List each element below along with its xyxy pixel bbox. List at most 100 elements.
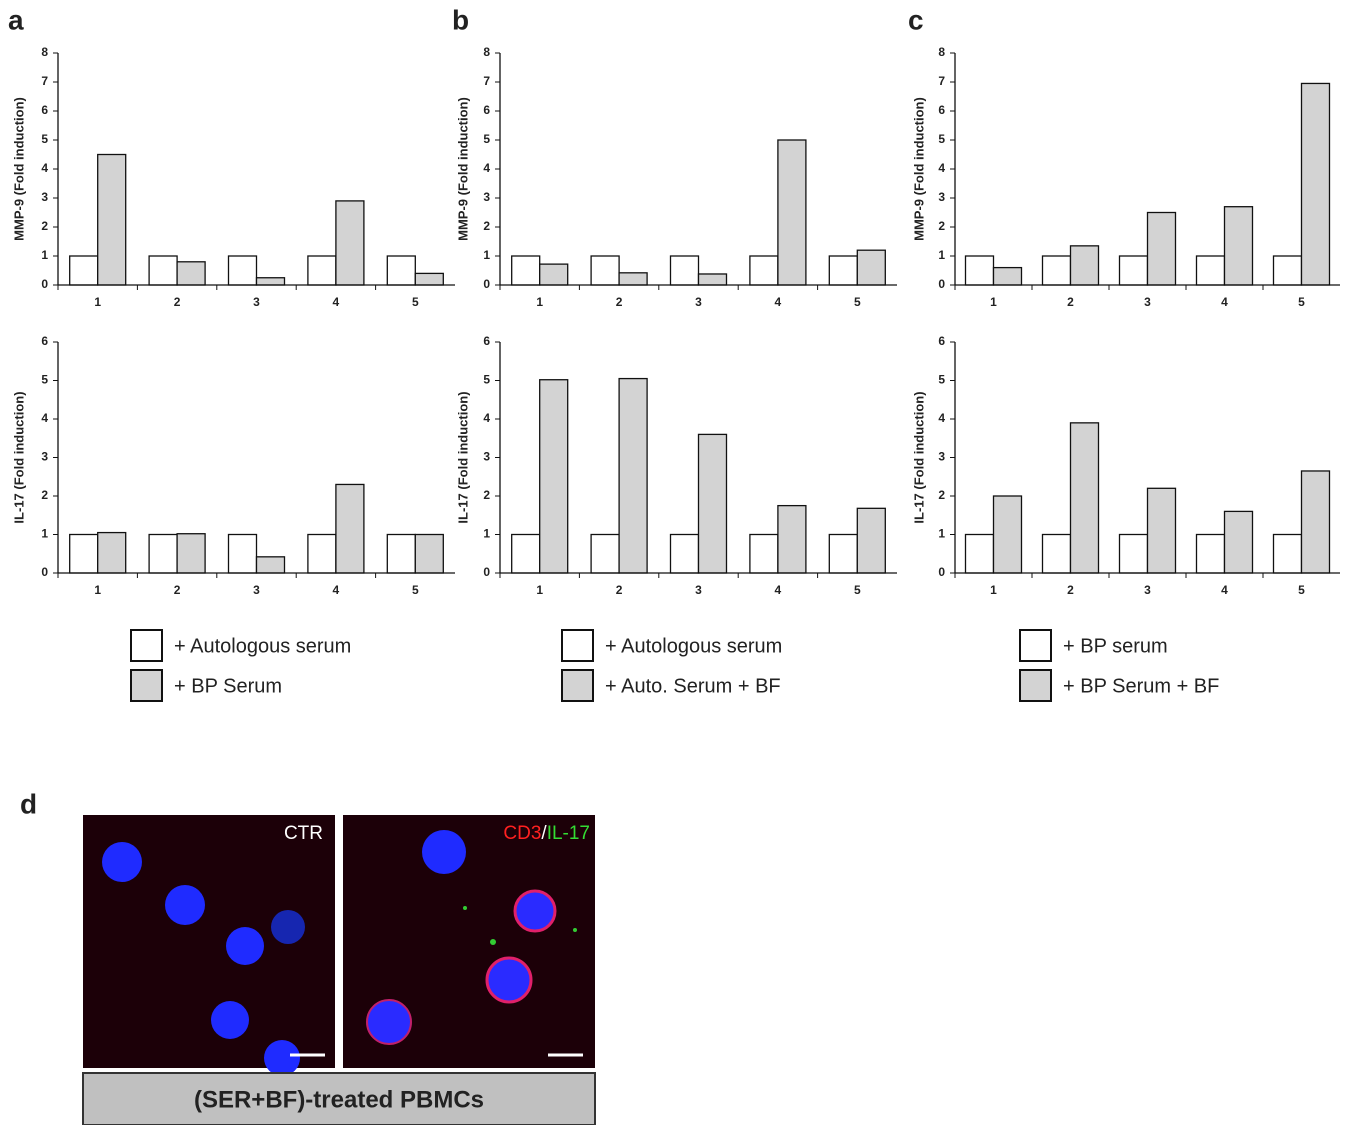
legend-label: + BP Serum + BF — [1063, 675, 1219, 697]
y-axis-label: IL-17 (Fold induction) — [911, 391, 926, 523]
bar — [1071, 423, 1099, 573]
bar — [857, 508, 885, 573]
cell — [487, 958, 531, 1002]
y-tick-label: 2 — [41, 219, 48, 233]
y-tick-label: 1 — [938, 527, 945, 541]
bar — [98, 155, 126, 286]
y-tick-label: 0 — [483, 565, 490, 579]
x-tick-label: 2 — [616, 295, 623, 309]
x-tick-label: 4 — [1221, 295, 1228, 309]
x-tick-label: 4 — [333, 295, 340, 309]
cell — [422, 830, 466, 874]
bar — [1225, 511, 1253, 573]
bar — [699, 434, 727, 573]
y-tick-label: 6 — [41, 103, 48, 117]
y-tick-label: 4 — [938, 411, 945, 425]
y-tick-label: 7 — [41, 74, 48, 88]
bar — [257, 557, 285, 573]
y-tick-label: 1 — [483, 248, 490, 262]
bar — [1302, 83, 1330, 285]
cell — [165, 885, 205, 925]
y-tick-label: 5 — [41, 373, 48, 387]
bar — [257, 278, 285, 285]
bar — [778, 140, 806, 285]
legend-swatch — [1020, 630, 1051, 661]
y-tick-label: 0 — [483, 277, 490, 291]
x-tick-label: 5 — [854, 295, 861, 309]
cell — [271, 910, 305, 944]
bar — [1071, 246, 1099, 285]
y-tick-label: 5 — [483, 132, 490, 146]
y-tick-label: 1 — [41, 527, 48, 541]
y-tick-label: 4 — [483, 161, 490, 175]
y-tick-label: 5 — [938, 373, 945, 387]
legend-label: + Auto. Serum + BF — [605, 675, 781, 697]
y-tick-label: 2 — [41, 488, 48, 502]
bar — [387, 256, 415, 285]
figure: a b c d CTR CD3/IL-17 (SER+BF)-treated P… — [0, 0, 1358, 1125]
bar — [387, 535, 415, 574]
y-tick-label: 8 — [41, 45, 48, 59]
y-tick-label: 6 — [483, 334, 490, 348]
x-tick-label: 5 — [854, 583, 861, 597]
cell — [211, 1001, 249, 1039]
legend-swatch — [562, 630, 593, 661]
bar — [177, 534, 205, 573]
bar — [671, 256, 699, 285]
legend-swatch — [131, 670, 162, 701]
bar — [671, 535, 699, 574]
bar — [70, 256, 98, 285]
y-tick-label: 5 — [41, 132, 48, 146]
bar — [1043, 256, 1071, 285]
bar — [1148, 488, 1176, 573]
bar — [70, 535, 98, 574]
bar — [177, 262, 205, 285]
x-tick-label: 3 — [695, 295, 702, 309]
legend-label: + BP serum — [1063, 635, 1168, 657]
caption: (SER+BF)-treated PBMCs — [194, 1086, 484, 1113]
label-green: IL-17 — [547, 823, 590, 844]
x-tick-label: 1 — [990, 295, 997, 309]
bar — [966, 535, 994, 574]
y-tick-label: 2 — [938, 488, 945, 502]
y-tick-label: 3 — [483, 450, 490, 464]
y-tick-label: 4 — [938, 161, 945, 175]
y-tick-label: 5 — [483, 373, 490, 387]
bar — [308, 256, 336, 285]
bar — [1148, 213, 1176, 286]
y-tick-label: 3 — [938, 450, 945, 464]
y-tick-label: 6 — [938, 334, 945, 348]
x-tick-label: 4 — [775, 295, 782, 309]
bar — [308, 535, 336, 574]
bar — [1225, 207, 1253, 285]
y-tick-label: 3 — [41, 190, 48, 204]
bar — [1120, 535, 1148, 574]
micrograph: CTR CD3/IL-17 (SER+BF)-treated PBMCs — [83, 815, 595, 1125]
x-tick-label: 4 — [775, 583, 782, 597]
bar — [336, 201, 364, 285]
y-tick-label: 3 — [938, 190, 945, 204]
x-tick-label: 1 — [94, 583, 101, 597]
bar — [994, 268, 1022, 285]
y-axis-label: IL-17 (Fold induction) — [455, 391, 470, 523]
cell — [226, 927, 264, 965]
x-tick-label: 5 — [412, 295, 419, 309]
y-tick-label: 8 — [938, 45, 945, 59]
bar — [415, 273, 443, 285]
bar — [966, 256, 994, 285]
x-tick-label: 5 — [1298, 295, 1305, 309]
legend-label: + Autologous serum — [174, 635, 351, 657]
x-tick-label: 1 — [536, 295, 543, 309]
y-tick-label: 0 — [938, 565, 945, 579]
y-tick-label: 6 — [483, 103, 490, 117]
y-tick-label: 1 — [938, 248, 945, 262]
y-tick-label: 6 — [41, 334, 48, 348]
x-tick-label: 3 — [1144, 295, 1151, 309]
y-tick-label: 6 — [938, 103, 945, 117]
bar — [591, 256, 619, 285]
y-tick-label: 1 — [41, 248, 48, 262]
bar — [512, 256, 540, 285]
cell — [102, 842, 142, 882]
y-tick-label: 0 — [41, 277, 48, 291]
bar — [1274, 256, 1302, 285]
